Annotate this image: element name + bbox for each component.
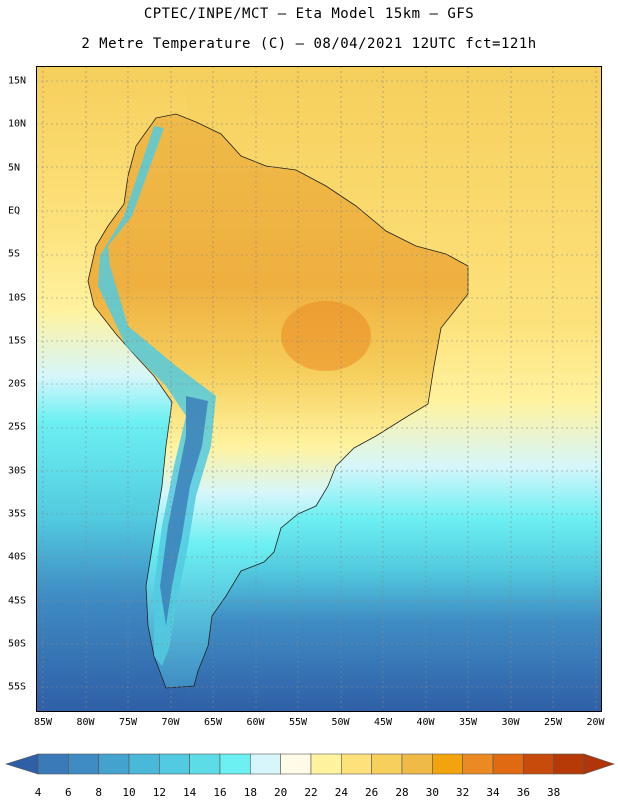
map-title-line-1: CPTEC/INPE/MCT – Eta Model 15km – GFS xyxy=(143,6,475,22)
longitude-label: 55W xyxy=(288,717,308,728)
latitude-label: 30S xyxy=(8,465,27,477)
colorbar-cell xyxy=(492,753,524,775)
latitude-label: 40S xyxy=(8,551,27,563)
colorbar-cell xyxy=(159,753,190,775)
longitude-label: 20W xyxy=(586,717,605,728)
colorbar-cell xyxy=(280,753,312,775)
colorbar-cell xyxy=(189,753,221,775)
latitude-label: 15N xyxy=(8,75,27,87)
longitude-label: 80W xyxy=(76,717,95,728)
longitude-label: 25W xyxy=(543,717,563,728)
colorbar-label: 18 xyxy=(243,786,257,799)
colorbar-label: 8 xyxy=(95,786,102,799)
latitude-label: 10N xyxy=(8,118,27,130)
colorbar-cell xyxy=(250,753,281,775)
latitude-label: EQ xyxy=(8,205,21,217)
map-title-line-2: 2 Metre Temperature (C) – 08/04/2021 12U… xyxy=(81,36,537,52)
colorbar-cell xyxy=(523,753,554,775)
colorbar-cell xyxy=(553,753,585,775)
map-frame xyxy=(36,66,602,712)
colorbar-label: 20 xyxy=(274,786,288,799)
longitude-label: 45W xyxy=(373,717,393,728)
longitude-label: 70W xyxy=(161,717,180,728)
colorbar-label: 10 xyxy=(122,786,136,799)
colorbar-cell xyxy=(401,753,433,775)
colorbar-label: 30 xyxy=(425,786,439,799)
latitude-label: 45S xyxy=(8,595,27,607)
colorbar-cell xyxy=(98,753,130,775)
latitude-label: 5S xyxy=(8,248,21,260)
colorbar-label: 28 xyxy=(395,786,409,799)
latitude-label: 50S xyxy=(8,638,27,650)
colorbar-cell xyxy=(310,753,342,775)
temperature-map xyxy=(36,66,602,712)
colorbar-low-arrow xyxy=(4,753,39,775)
latitude-label: 35S xyxy=(8,508,27,520)
colorbar-cell xyxy=(68,753,99,775)
latitude-label: 20S xyxy=(8,378,27,390)
colorbar-label: 12 xyxy=(152,786,166,799)
colorbar-label: 22 xyxy=(304,786,318,799)
colorbar-label: 14 xyxy=(183,786,197,799)
andes-ridge xyxy=(98,126,216,666)
colorbar-label: 16 xyxy=(213,786,227,799)
colorbar-high-arrow xyxy=(583,753,615,775)
hot-interior-region xyxy=(281,301,371,371)
colorbar-cell xyxy=(462,753,494,775)
latitude-label: 5N xyxy=(8,162,21,174)
colorbar-label: 26 xyxy=(365,786,379,799)
andes-high-peaks xyxy=(160,396,208,626)
colorbar-label: 38 xyxy=(547,786,561,799)
longitude-label: 75W xyxy=(118,717,138,728)
latitude-label: 10S xyxy=(8,292,27,303)
longitude-label: 30W xyxy=(501,717,520,728)
longitude-label: 85W xyxy=(33,717,53,728)
colorbar-cell xyxy=(37,753,69,775)
colorbar-label: 32 xyxy=(456,786,470,799)
colorbar-cell xyxy=(219,753,251,775)
colorbar-label: 34 xyxy=(486,786,500,799)
colorbar xyxy=(4,753,615,775)
colorbar-cell xyxy=(128,753,160,775)
longitude-label: 50W xyxy=(331,717,350,728)
longitude-label: 60W xyxy=(246,717,265,728)
colorbar-label: 36 xyxy=(516,786,530,799)
colorbar-label: 6 xyxy=(65,786,72,799)
longitude-label: 40W xyxy=(416,717,435,728)
colorbar-cell xyxy=(341,753,372,775)
latitude-label: 25S xyxy=(8,421,27,433)
colorbar-label: 4 xyxy=(34,786,42,799)
colorbar-cell xyxy=(371,753,403,775)
longitude-label: 65W xyxy=(203,717,223,728)
latitude-label: 15S xyxy=(8,335,27,347)
colorbar-label: 24 xyxy=(334,786,348,799)
latitude-label: 55S xyxy=(8,681,27,693)
longitude-label: 35W xyxy=(458,717,478,728)
colorbar-cell xyxy=(432,753,463,775)
